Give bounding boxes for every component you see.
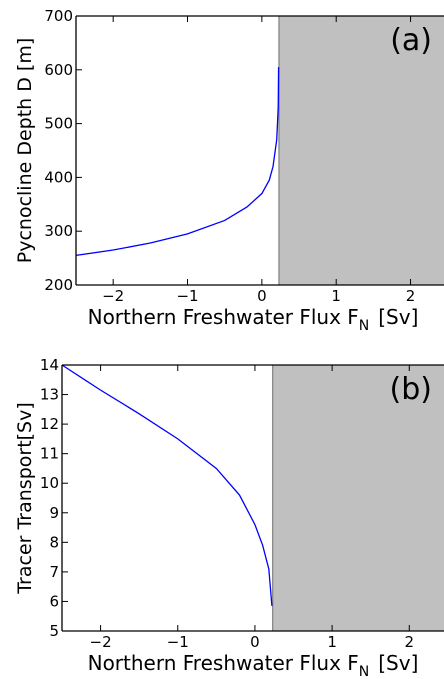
- x-tick-label: 2: [404, 633, 414, 651]
- x-tick-label: 1: [331, 287, 341, 305]
- y-axis-label: Tracer Transport[Sv]: [14, 402, 36, 595]
- series-line: [75, 67, 280, 257]
- shaded-region: [278, 16, 444, 285]
- x-tick-label: −2: [102, 287, 124, 305]
- x-axis-label-text: Northern Freshwater Flux F: [88, 305, 359, 329]
- x-tick-label: 0: [257, 287, 267, 305]
- x-tick-label: 0: [250, 633, 260, 651]
- y-tick-label: 9: [49, 504, 59, 522]
- x-axis-label-text: Northern Freshwater Flux F: [88, 651, 359, 675]
- x-axis-label: Northern Freshwater Flux FN [Sv]: [88, 305, 419, 334]
- y-tick-label: 12: [40, 415, 59, 433]
- y-tick-label: 200: [44, 276, 73, 294]
- x-tick-label: 2: [406, 287, 416, 305]
- y-tick-label: 13: [40, 386, 59, 404]
- x-axis-label-unit: [Sv]: [378, 305, 418, 329]
- y-tick-label: 500: [44, 115, 73, 133]
- y-tick-label: 7: [49, 563, 59, 581]
- panel-label: (a): [390, 23, 432, 58]
- y-tick-label: 10: [40, 474, 59, 492]
- panel-a: −2 −1 0 1 2 200 300 400 500 600 700 (a) Pycnocline D…: [14, 7, 444, 334]
- y-tick-label: 600: [44, 61, 73, 79]
- y-axis-label: Pycnocline Depth D [m]: [14, 38, 36, 264]
- panel-label: (b): [390, 372, 432, 407]
- shaded-region: [272, 365, 444, 631]
- x-tick-label: −1: [176, 287, 198, 305]
- x-axis-label-unit: [Sv]: [378, 651, 418, 675]
- x-axis-label: Northern Freshwater Flux FN [Sv]: [88, 651, 419, 679]
- x-axis-label-subscript: N: [359, 664, 369, 679]
- y-tick-label: 400: [44, 168, 73, 186]
- x-tick-label: −1: [167, 633, 189, 651]
- series-line: [61, 364, 273, 606]
- y-tick-label: 6: [49, 592, 59, 610]
- y-tick-label: 11: [40, 445, 59, 463]
- x-tick-label: −2: [90, 633, 112, 651]
- x-axis-label-subscript: N: [359, 318, 369, 334]
- y-tick-label: 14: [40, 356, 59, 374]
- x-tick-label: 1: [327, 633, 337, 651]
- y-tick-label: 5: [49, 622, 59, 640]
- y-tick-label: 300: [44, 222, 73, 240]
- y-tick-label: 8: [49, 533, 59, 551]
- y-tick-label: 700: [44, 7, 73, 25]
